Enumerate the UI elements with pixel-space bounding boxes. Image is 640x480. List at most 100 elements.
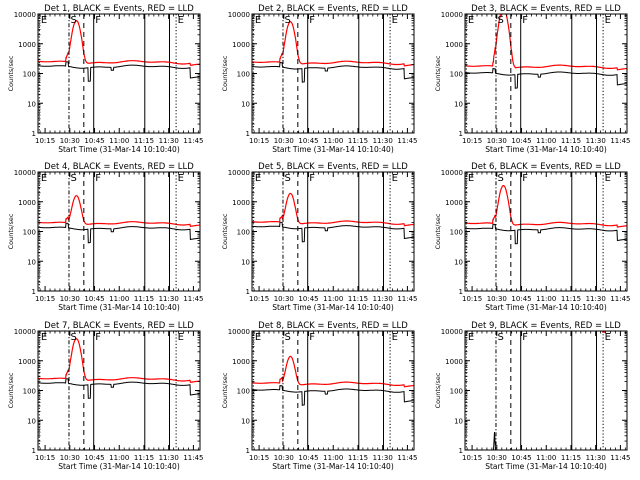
x-tick-label: 10:30 xyxy=(487,454,507,462)
series-lld-line xyxy=(252,192,414,227)
y-axis-label: Counts/sec xyxy=(434,213,442,249)
marker-label: S xyxy=(70,15,76,26)
x-axis-label: Start Time (31-Mar-14 10:10:40) xyxy=(272,145,394,154)
marker-label: E xyxy=(41,332,47,343)
y-tick-label: 100 xyxy=(237,71,250,79)
marker-label: E xyxy=(468,173,474,184)
marker-label: E xyxy=(605,332,611,343)
x-axis-label: Start Time (31-Mar-14 10:10:40) xyxy=(485,145,607,154)
x-tick-label: 11:00 xyxy=(109,295,129,303)
marker-label: S xyxy=(497,15,503,26)
y-tick-label: 10 xyxy=(27,417,36,425)
marker-label: E xyxy=(392,173,398,184)
series-events-line xyxy=(465,223,627,245)
x-tick-label: 11:45 xyxy=(397,454,417,462)
y-tick-label: 100 xyxy=(23,229,36,237)
marker-label: E xyxy=(392,15,398,26)
y-tick-label: 1000 xyxy=(18,199,36,207)
axes-frame xyxy=(251,171,415,292)
x-tick-label: 10:15 xyxy=(249,295,269,303)
x-tick-label: 11:45 xyxy=(183,137,203,145)
marker-label: E xyxy=(255,332,261,343)
y-tick-label: 10000 xyxy=(228,169,250,177)
plot-area xyxy=(252,331,414,450)
marker-label: E xyxy=(468,332,474,343)
x-tick-label: 11:30 xyxy=(586,454,606,462)
marker-label: F xyxy=(522,173,528,184)
y-tick-label: 10000 xyxy=(441,11,463,19)
marker-label: E xyxy=(255,15,261,26)
marker-label: F xyxy=(522,15,528,26)
x-tick-label: 10:45 xyxy=(298,137,318,145)
x-tick-label: 10:45 xyxy=(84,295,104,303)
y-tick-label: 1000 xyxy=(18,358,36,366)
chart-panel-8: Det 8, BLACK = Events, RED = LLD 1 10 100 10… xyxy=(221,321,418,471)
x-tick-label: 11:30 xyxy=(159,295,179,303)
x-tick-label: 10:45 xyxy=(84,454,104,462)
y-tick-label: 1000 xyxy=(445,358,463,366)
chart-panel-2: Det 2, BLACK = Events, RED = LLD 1 10 100 10… xyxy=(221,4,418,154)
marker-label: S xyxy=(70,332,76,343)
x-tick-label: 11:00 xyxy=(323,454,343,462)
x-tick-label: 10:45 xyxy=(298,454,318,462)
series-lld-line xyxy=(38,19,200,66)
y-tick-label: 10 xyxy=(27,258,36,266)
x-tick-label: 11:45 xyxy=(183,454,203,462)
x-tick-label: 11:00 xyxy=(109,137,129,145)
axes-frame xyxy=(37,330,201,451)
y-tick-label: 1 xyxy=(32,447,36,455)
marker-label: E xyxy=(392,332,398,343)
y-tick-label: 1 xyxy=(32,130,36,138)
x-tick-label: 10:30 xyxy=(274,454,294,462)
y-tick-label: 1 xyxy=(459,130,463,138)
plot-area xyxy=(252,14,414,133)
series-events-line xyxy=(252,62,414,83)
series-events-line xyxy=(38,61,200,82)
series-events-line xyxy=(38,222,200,244)
x-tick-label: 11:45 xyxy=(610,295,630,303)
y-tick-label: 10000 xyxy=(441,328,463,336)
y-tick-label: 10000 xyxy=(14,169,36,177)
panel-title: Det 3, BLACK = Events, RED = LLD xyxy=(471,4,621,14)
y-axis-label: Counts/sec xyxy=(7,372,15,408)
x-axis-label: Start Time (31-Mar-14 10:10:40) xyxy=(58,145,180,154)
x-tick-label: 11:45 xyxy=(397,137,417,145)
x-tick-label: 10:15 xyxy=(35,137,55,145)
y-axis-label: Counts/sec xyxy=(221,55,229,91)
y-tick-label: 100 xyxy=(23,388,36,396)
plot-area xyxy=(38,172,200,291)
y-tick-label: 1000 xyxy=(18,41,36,49)
marker-label: F xyxy=(522,332,528,343)
panel-title: Det 5, BLACK = Events, RED = LLD xyxy=(258,162,408,172)
y-tick-label: 10 xyxy=(241,417,250,425)
x-tick-label: 11:15 xyxy=(134,454,154,462)
marker-label: E xyxy=(178,15,184,26)
x-tick-label: 11:00 xyxy=(536,137,556,145)
x-axis-label: Start Time (31-Mar-14 10:10:40) xyxy=(272,462,394,471)
chart-panel-4: Det 4, BLACK = Events, RED = LLD 1 10 100 10… xyxy=(7,162,204,312)
y-tick-label: 100 xyxy=(23,71,36,79)
chart-panel-3: Det 3, BLACK = Events, RED = LLD 1 10 100 10… xyxy=(434,4,631,154)
series-events-line xyxy=(252,384,414,406)
marker-label: E xyxy=(605,173,611,184)
y-tick-label: 10 xyxy=(454,417,463,425)
marker-label: E xyxy=(255,173,261,184)
y-tick-label: 1000 xyxy=(232,199,250,207)
panel-title: Det 7, BLACK = Events, RED = LLD xyxy=(44,321,194,331)
marker-label: S xyxy=(284,15,290,26)
x-tick-label: 11:30 xyxy=(373,295,393,303)
y-tick-label: 10000 xyxy=(14,328,36,336)
y-tick-label: 1000 xyxy=(232,41,250,49)
x-axis-label: Start Time (31-Mar-14 10:10:40) xyxy=(485,462,607,471)
x-tick-label: 10:15 xyxy=(249,137,269,145)
x-tick-label: 11:15 xyxy=(134,137,154,145)
x-tick-label: 11:00 xyxy=(323,295,343,303)
series-events-line xyxy=(38,378,200,399)
y-tick-label: 1000 xyxy=(445,199,463,207)
panel-title: Det 8, BLACK = Events, RED = LLD xyxy=(258,321,408,331)
y-axis-label: Counts/sec xyxy=(221,213,229,249)
marker-label: E xyxy=(468,15,474,26)
series-lld-line xyxy=(252,21,414,67)
series-lld-line xyxy=(38,195,200,228)
